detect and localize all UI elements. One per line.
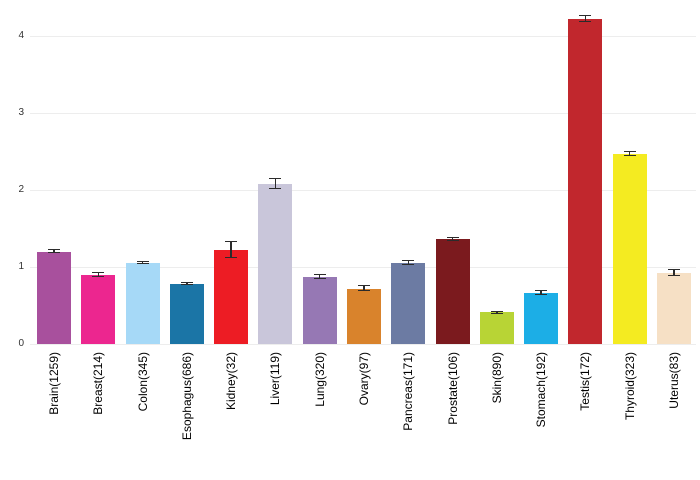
y-tick-label: 0 xyxy=(18,338,24,349)
bar xyxy=(568,19,603,344)
bar xyxy=(169,283,204,344)
error-bar xyxy=(180,281,193,286)
gridline xyxy=(30,190,696,191)
bar xyxy=(435,239,470,344)
error-bar-stem xyxy=(540,291,542,295)
bar xyxy=(81,274,116,344)
error-bar xyxy=(313,273,326,280)
error-bar xyxy=(579,15,592,22)
gridline xyxy=(30,344,696,345)
error-bar xyxy=(490,310,503,314)
x-tick-label: Colon(345) xyxy=(135,352,150,412)
error-bar xyxy=(269,177,282,189)
y-tick-label: 2 xyxy=(18,184,24,195)
error-bar-stem xyxy=(318,274,321,279)
error-bar-stem xyxy=(496,311,498,313)
error-bar-stem xyxy=(97,272,100,276)
x-tick-label: Lung(320) xyxy=(312,352,327,407)
gridline xyxy=(30,113,696,114)
error-bar-stem xyxy=(628,151,631,155)
error-bar xyxy=(358,285,370,291)
bar xyxy=(524,293,559,344)
x-tick-label: Skin(890) xyxy=(489,352,504,404)
error-bar xyxy=(667,269,680,276)
x-tick-label: Brain(1259) xyxy=(47,352,62,415)
error-bar xyxy=(623,150,636,156)
error-bar xyxy=(48,249,61,253)
error-bar xyxy=(92,271,105,277)
bar xyxy=(258,183,293,344)
error-bar xyxy=(225,240,238,259)
y-tick-label: 1 xyxy=(18,261,24,272)
gridline xyxy=(30,267,696,268)
bar xyxy=(214,250,249,344)
error-bar-stem xyxy=(186,282,188,285)
bar xyxy=(37,251,72,344)
error-bar-stem xyxy=(673,270,675,275)
error-bar xyxy=(535,290,548,296)
error-bar xyxy=(136,260,149,265)
x-tick-label: Ovary(97) xyxy=(357,352,371,406)
x-tick-label: Stomach(192) xyxy=(534,352,549,428)
bar xyxy=(656,273,691,344)
error-bar-stem xyxy=(141,261,144,264)
error-bar-stem xyxy=(274,178,277,188)
bar xyxy=(125,263,160,344)
x-tick-label: Esophagus(686) xyxy=(179,352,194,441)
y-tick-label: 4 xyxy=(18,30,24,41)
error-bar-stem xyxy=(53,250,55,252)
error-bar-stem xyxy=(451,237,454,240)
x-tick-label: Liver(119) xyxy=(268,352,283,406)
gridline xyxy=(30,36,696,37)
x-tick-label: Thyroid(323) xyxy=(622,352,637,421)
x-tick-label: Kidney(32) xyxy=(224,352,239,411)
error-bar-stem xyxy=(407,261,410,265)
bar xyxy=(612,153,647,344)
x-tick-label: Prostate(106) xyxy=(445,352,460,425)
x-tick-label: Testis(172) xyxy=(578,352,593,411)
error-bar-stem xyxy=(584,16,587,21)
y-tick-label: 3 xyxy=(18,107,24,118)
bar xyxy=(347,288,381,344)
error-bar xyxy=(446,236,459,241)
bar xyxy=(391,263,426,344)
x-tick-label: Uterus(83) xyxy=(666,352,681,409)
x-tick-label: Pancreas(171) xyxy=(401,352,416,431)
error-bar-stem xyxy=(363,286,365,290)
bar xyxy=(479,312,514,344)
error-bar xyxy=(402,260,415,266)
bar xyxy=(302,277,337,344)
error-bar-stem xyxy=(230,241,232,258)
x-tick-label: Breast(214) xyxy=(91,352,106,415)
